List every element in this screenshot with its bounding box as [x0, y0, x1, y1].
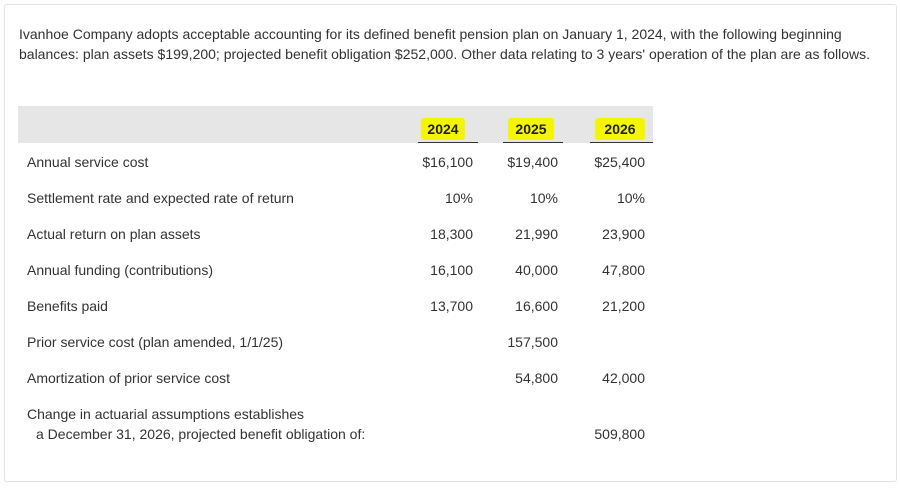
cell-2026: 21,200	[602, 298, 645, 314]
cell-2025: 54,800	[515, 370, 558, 386]
table-row: Change in actuarial assumptions establis…	[18, 404, 653, 454]
table-header: 2024 2025 2026	[18, 106, 653, 143]
cell-2026: 47,800	[602, 262, 645, 278]
problem-card: Ivanhoe Company adopts acceptable accoun…	[4, 4, 897, 482]
cell-2024: 16,100	[430, 262, 473, 278]
cell-2025: 157,500	[507, 334, 558, 350]
cell-2026: 42,000	[602, 370, 645, 386]
row-label-line-2: a December 31, 2026, projected benefit o…	[36, 426, 366, 442]
row-label: Settlement rate and expected rate of ret…	[27, 190, 294, 206]
row-label: Benefits paid	[27, 298, 108, 314]
cell-2025: 10%	[529, 190, 558, 206]
year-header-2025: 2025	[503, 113, 563, 143]
row-label: Change in actuarial assumptions establis…	[27, 404, 365, 444]
table-row: Prior service cost (plan amended, 1/1/25…	[18, 332, 653, 368]
row-label-line-1: Change in actuarial assumptions establis…	[27, 406, 305, 422]
cell-2026: 10%	[616, 190, 645, 206]
row-label: Actual return on plan assets	[27, 226, 201, 242]
table-row: Benefits paid 13,700 16,600 21,200	[18, 296, 653, 332]
problem-intro: Ivanhoe Company adopts acceptable accoun…	[19, 26, 871, 62]
table-row: Amortization of prior service cost 54,80…	[18, 368, 653, 404]
cell-2025: 16,600	[515, 298, 558, 314]
cell-2024: 10%	[444, 190, 473, 206]
cell-2024: 18,300	[430, 226, 473, 242]
row-label: Annual service cost	[27, 154, 149, 170]
cell-2025: $19,400	[507, 154, 558, 170]
year-header-2024: 2024	[418, 113, 478, 143]
table-row: Annual funding (contributions) 16,100 40…	[18, 260, 653, 296]
cell-2026: 509,800	[594, 426, 645, 442]
cell-2024: 13,700	[430, 298, 473, 314]
cell-2026: $25,400	[594, 154, 645, 170]
year-header-2026: 2026	[590, 113, 653, 143]
row-label: Annual funding (contributions)	[27, 262, 214, 278]
row-label: Prior service cost (plan amended, 1/1/25…	[27, 334, 284, 350]
table-row: Annual service cost $16,100 $19,400 $25,…	[18, 152, 653, 188]
cell-2024: $16,100	[422, 154, 473, 170]
table-row: Actual return on plan assets 18,300 21,9…	[18, 224, 653, 260]
cell-2026: 23,900	[602, 226, 645, 242]
cell-2025: 21,990	[515, 226, 558, 242]
row-label: Amortization of prior service cost	[27, 370, 231, 386]
table-row: Settlement rate and expected rate of ret…	[18, 188, 653, 224]
cell-2025: 40,000	[515, 262, 558, 278]
